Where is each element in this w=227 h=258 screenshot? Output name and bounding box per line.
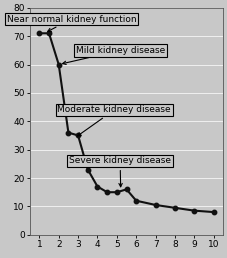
Text: Moderate kidney disease: Moderate kidney disease — [57, 106, 170, 136]
Text: Severe kidney disease: Severe kidney disease — [69, 157, 170, 187]
Text: Mild kidney disease: Mild kidney disease — [62, 46, 165, 64]
Text: Near normal kidney function: Near normal kidney function — [7, 15, 136, 31]
